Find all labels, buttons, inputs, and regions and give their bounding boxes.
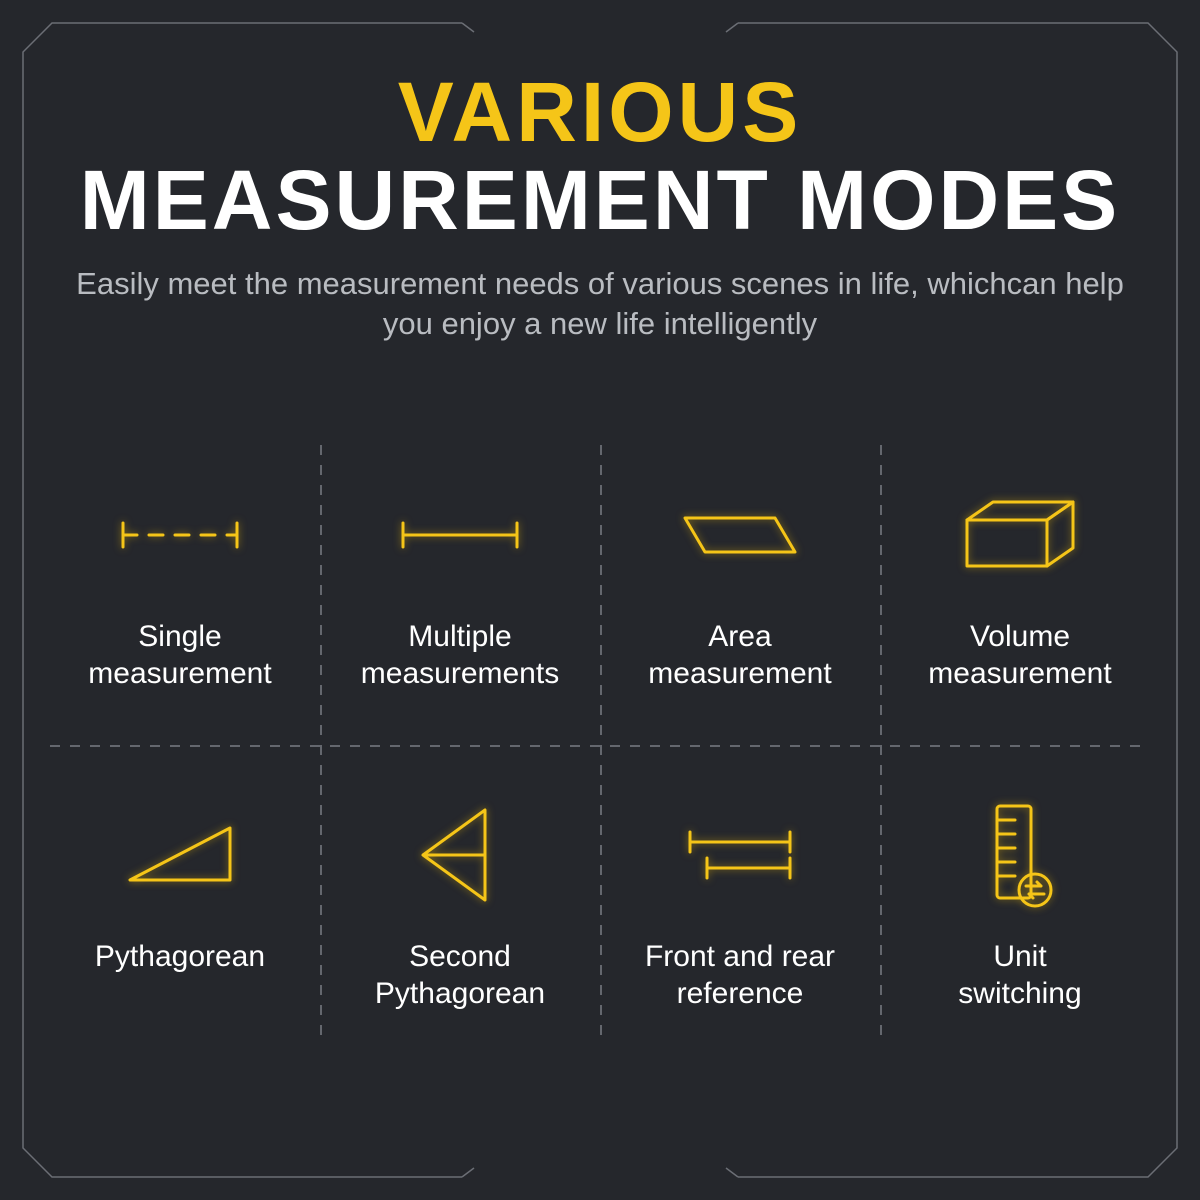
front-rear-reference-icon [665, 800, 815, 910]
second-pythagorean-icon [385, 800, 535, 910]
mode-pythagorean: Pythagorean [40, 745, 320, 1065]
title-line-2: MEASUREMENT MODES [40, 156, 1160, 244]
volume-measurement-icon [945, 480, 1095, 590]
pythagorean-icon [105, 800, 255, 910]
mode-unit-switching: Unitswitching [880, 745, 1160, 1065]
unit-switching-icon [945, 800, 1095, 910]
mode-multiple: Multiplemeasurements [320, 425, 600, 745]
mode-area: Areameasurement [600, 425, 880, 745]
mode-label: Pythagorean [87, 938, 273, 976]
modes-grid: Singlemeasurement Multiplemeasurements [40, 425, 1160, 1065]
mode-volume: Volumemeasurement [880, 425, 1160, 745]
mode-label: Singlemeasurement [80, 618, 279, 693]
title-line-1: VARIOUS [40, 70, 1160, 154]
mode-front-rear: Front and rearreference [600, 745, 880, 1065]
mode-label: Areameasurement [640, 618, 839, 693]
area-measurement-icon [665, 480, 815, 590]
subtitle: Easily meet the measurement needs of var… [40, 264, 1160, 345]
multiple-measurements-icon [385, 480, 535, 590]
mode-label: Volumemeasurement [920, 618, 1119, 693]
mode-second-pythagorean: SecondPythagorean [320, 745, 600, 1065]
mode-label: Unitswitching [950, 938, 1089, 1013]
single-measurement-icon [105, 480, 255, 590]
mode-label: SecondPythagorean [367, 938, 553, 1013]
mode-label: Multiplemeasurements [353, 618, 567, 693]
mode-label: Front and rearreference [637, 938, 843, 1013]
mode-single: Singlemeasurement [40, 425, 320, 745]
